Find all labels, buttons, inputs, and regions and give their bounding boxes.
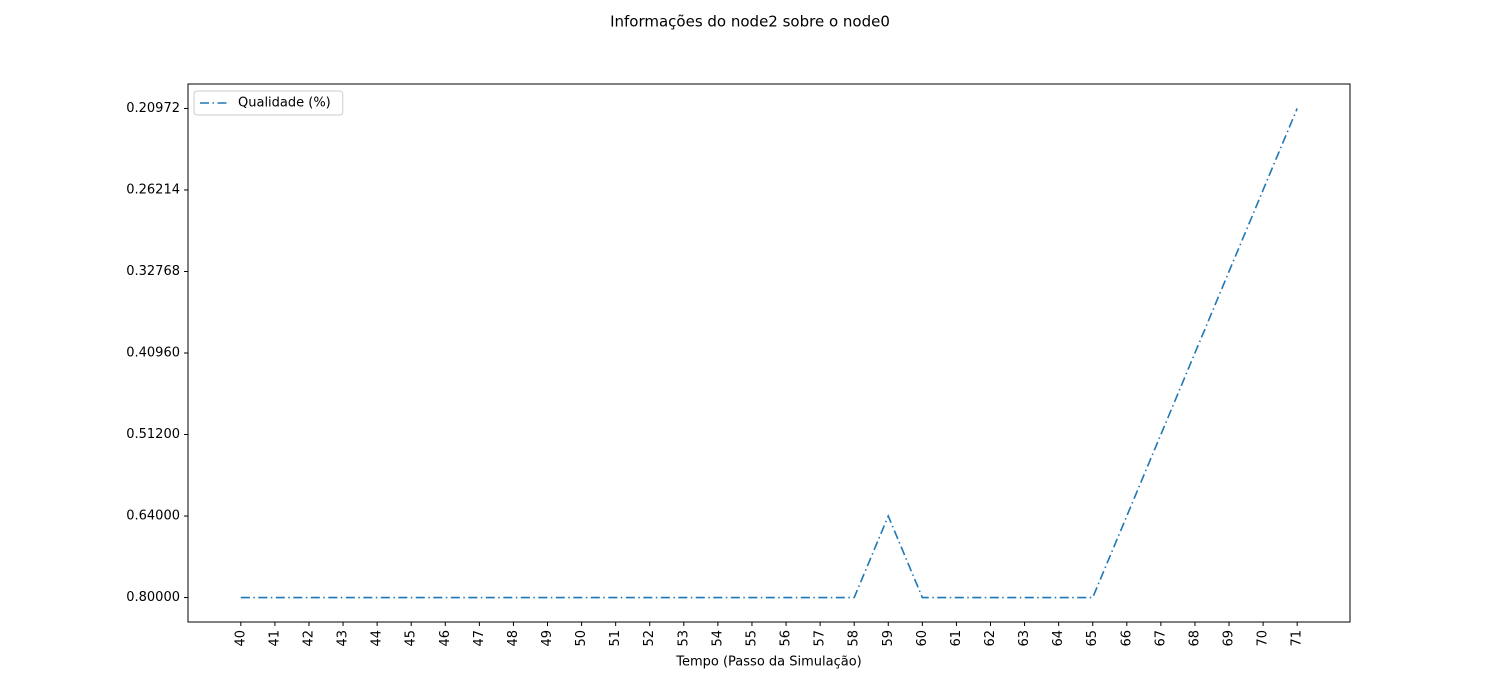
x-tick-label: 67: [1153, 630, 1168, 647]
series-line: [240, 108, 1298, 599]
x-tick-label: 47: [472, 630, 487, 647]
y-tick-label: 0.32768: [126, 264, 180, 279]
y-tick-label: 0.51200: [126, 427, 180, 442]
x-tick-label: 56: [779, 630, 794, 647]
y-tick-label: 0.20972: [126, 101, 180, 116]
x-tick-label: 70: [1256, 630, 1271, 647]
x-tick-label: 65: [1085, 630, 1100, 647]
plot-area: [187, 83, 1351, 623]
y-tick-label: 0.64000: [126, 509, 180, 524]
x-axis-label: Tempo (Passo da Simulação): [675, 655, 862, 670]
chart-title: Informações do node2 sobre o node0: [610, 13, 890, 31]
x-tick-label: 66: [1119, 630, 1134, 647]
x-tick-label: 53: [676, 630, 691, 647]
x-tick-label: 71: [1290, 630, 1305, 647]
y-tick-label: 0.80000: [126, 590, 180, 605]
legend: Qualidade (%): [193, 90, 344, 116]
x-tick-label: 63: [1017, 630, 1032, 647]
x-tick-label: 62: [983, 630, 998, 647]
legend-label: Qualidade (%): [238, 96, 331, 111]
x-tick-label: 45: [404, 630, 419, 647]
x-tick-label: 51: [608, 630, 623, 647]
x-tick-label: 40: [233, 630, 248, 647]
x-tick-label: 60: [915, 630, 930, 647]
x-tick-label: 68: [1187, 630, 1202, 647]
x-tick-label: 55: [744, 630, 759, 647]
x-tick-label: 58: [847, 630, 862, 647]
x-tick-label: 46: [438, 630, 453, 647]
x-tick-label: 41: [267, 630, 282, 647]
legend-box: [193, 90, 344, 116]
x-tick-label: 43: [336, 630, 351, 647]
x-tick-label: 44: [370, 630, 385, 647]
x-tick-label: 52: [642, 630, 657, 647]
x-tick-label: 50: [574, 630, 589, 647]
x-tick-label: 49: [540, 630, 555, 647]
x-tick-label: 64: [1051, 630, 1066, 647]
x-tick-label: 69: [1222, 630, 1237, 647]
x-tick-label: 61: [949, 630, 964, 647]
x-tick-label: 54: [710, 630, 725, 647]
x-tick-label: 48: [506, 630, 521, 647]
x-tick-label: 59: [881, 630, 896, 647]
x-tick-label: 57: [813, 630, 828, 647]
y-tick-label: 0.40960: [126, 346, 180, 361]
y-tick-label: 0.26214: [126, 182, 180, 197]
x-tick-label: 42: [301, 630, 316, 647]
